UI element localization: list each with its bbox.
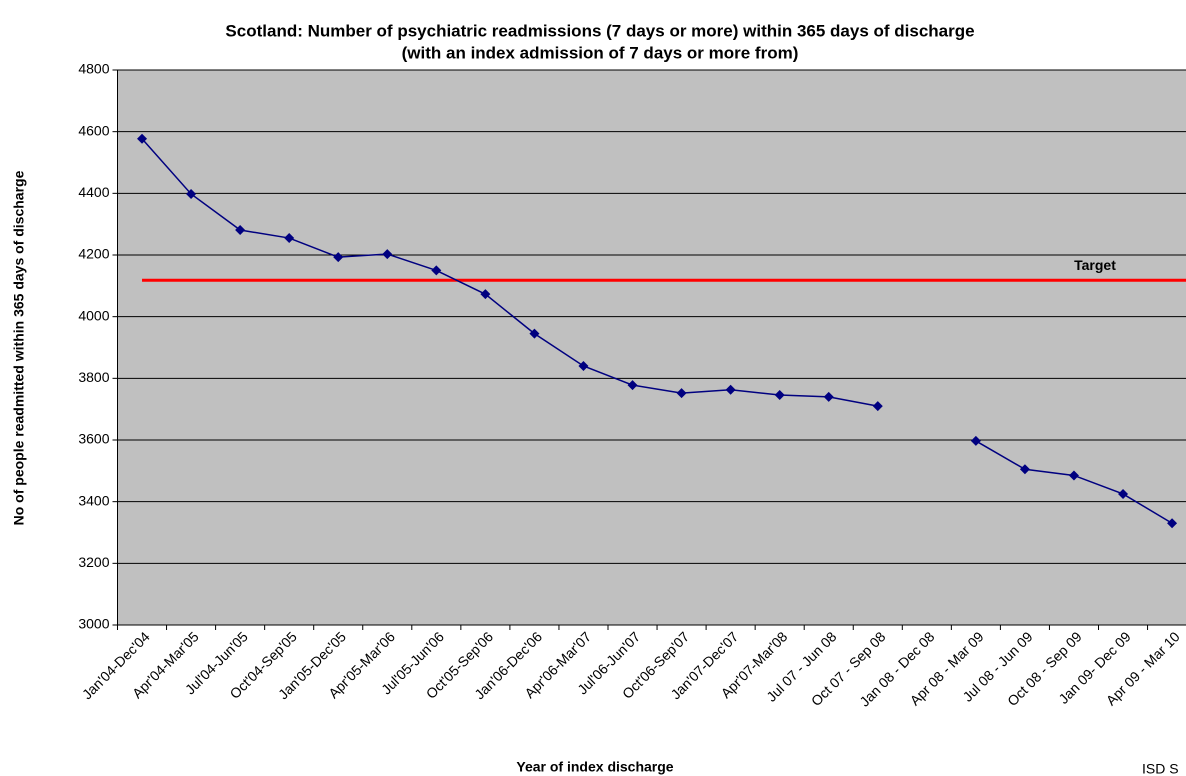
- data-point: [137, 133, 148, 144]
- data-point: [235, 225, 246, 236]
- data-point: [1118, 488, 1129, 499]
- y-tick-label: 3600: [78, 431, 109, 447]
- data-point: [725, 384, 736, 395]
- y-tick-label: 4200: [78, 246, 109, 262]
- data-point: [578, 361, 589, 371]
- data-point: [333, 252, 344, 263]
- target-label: Target: [1074, 257, 1116, 273]
- y-tick-label: 4000: [78, 307, 109, 323]
- y-axis-title: No of people readmitted within 365 days …: [11, 170, 27, 525]
- chart-title: Scotland: Number of psychiatric readmiss…: [225, 21, 974, 40]
- y-tick-label: 3000: [78, 616, 109, 632]
- data-point: [872, 401, 883, 412]
- y-tick-label: 4400: [78, 184, 109, 200]
- data-point: [1167, 518, 1178, 529]
- data-point: [480, 289, 491, 300]
- x-axis-title: Year of index discharge: [516, 759, 673, 775]
- data-point: [186, 188, 197, 199]
- y-tick-label: 3200: [78, 554, 109, 570]
- data-point: [774, 389, 785, 400]
- data-point: [529, 328, 540, 339]
- data-point: [284, 233, 295, 244]
- footnote: ISD S: [1142, 761, 1179, 776]
- data-point: [970, 435, 981, 446]
- data-point: [627, 380, 638, 391]
- plot-area: [117, 69, 1186, 626]
- data-point: [823, 391, 834, 402]
- y-tick-label: 4600: [78, 122, 109, 138]
- y-tick-label: 3800: [78, 369, 109, 385]
- y-tick-label: 4800: [78, 61, 109, 77]
- data-point: [382, 249, 393, 260]
- data-point: [1019, 464, 1030, 475]
- chart-subtitle: (with an index admission of 7 days or mo…: [402, 43, 799, 62]
- y-tick-label: 3400: [78, 492, 109, 508]
- data-point: [1068, 470, 1079, 481]
- data-point: [431, 265, 442, 276]
- data-point: [676, 388, 687, 399]
